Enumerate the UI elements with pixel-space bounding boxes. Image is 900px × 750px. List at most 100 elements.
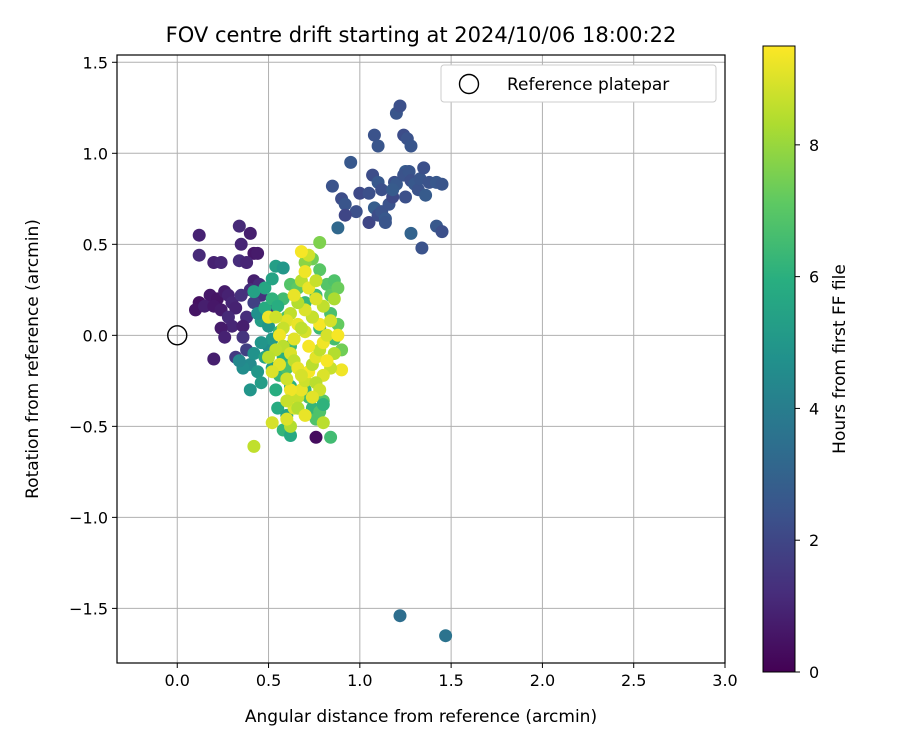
- data-point: [338, 208, 352, 222]
- colorbar-tick-label: 4: [809, 399, 819, 418]
- data-point: [269, 310, 283, 324]
- data-point: [324, 314, 338, 328]
- data-point: [367, 128, 381, 142]
- y-tick-label: −0.5: [69, 417, 108, 436]
- data-point: [344, 155, 358, 169]
- data-point: [435, 177, 449, 191]
- colorbar-ticks: 0 2 4 6 8: [795, 136, 819, 682]
- data-point: [229, 301, 243, 315]
- data-point: [294, 368, 308, 382]
- data-point: [232, 354, 246, 368]
- data-point: [247, 347, 261, 360]
- data-point: [225, 319, 239, 333]
- colorbar-label: Hours from first FF file: [830, 264, 850, 454]
- data-point: [232, 219, 246, 233]
- data-point: [419, 188, 433, 202]
- data-point: [265, 272, 279, 286]
- data-point: [320, 328, 334, 342]
- data-point: [262, 350, 275, 364]
- data-point: [393, 609, 407, 623]
- plot-frame: [116, 54, 726, 664]
- data-point: [234, 237, 248, 251]
- colorbar-gradient: [762, 45, 796, 673]
- data-point: [393, 99, 407, 113]
- data-point: [316, 416, 330, 430]
- colorbar-tick-label: 2: [809, 531, 819, 550]
- data-point: [305, 390, 319, 404]
- data-point: [313, 236, 327, 249]
- data-point: [218, 330, 232, 344]
- data-point: [386, 183, 400, 197]
- x-tick-label: 0.0: [165, 671, 190, 690]
- data-point: [247, 296, 261, 310]
- data-point: [247, 439, 261, 453]
- data-point: [234, 288, 248, 302]
- data-point: [207, 352, 221, 366]
- data-point: [258, 281, 272, 295]
- data-point: [294, 245, 308, 259]
- data-point: [335, 363, 349, 377]
- legend: Reference platepar: [440, 64, 717, 103]
- data-point: [287, 288, 301, 302]
- x-tick-label: 0.5: [256, 671, 281, 690]
- data-point: [243, 383, 257, 397]
- data-point: [298, 408, 312, 422]
- x-tick-label: 1.0: [347, 671, 372, 690]
- data-point: [353, 186, 367, 200]
- data-point: [439, 629, 453, 643]
- data-point: [313, 263, 327, 277]
- data-point: [271, 299, 285, 313]
- x-axis-ticks: 0.0 0.5 1.0 1.5 2.0 2.5 3.0: [165, 663, 738, 690]
- y-tick-label: 1.5: [83, 53, 108, 72]
- data-point: [362, 216, 376, 229]
- reference-marker-layer: [167, 325, 188, 346]
- colorbar-tick-label: 8: [809, 136, 819, 155]
- data-point: [417, 161, 431, 175]
- data-point: [284, 429, 297, 442]
- data-point: [294, 321, 308, 335]
- data-point: [298, 265, 312, 279]
- x-tick-label: 1.5: [438, 671, 463, 690]
- data-point: [375, 183, 389, 197]
- data-point: [192, 248, 206, 262]
- data-point: [327, 292, 341, 306]
- data-point: [404, 226, 418, 240]
- data-point: [399, 190, 412, 204]
- data-points: [189, 99, 453, 643]
- data-point: [371, 139, 385, 153]
- data-point: [236, 319, 250, 333]
- data-point: [325, 179, 339, 193]
- y-axis-label: Rotation from reference (arcmin): [23, 219, 43, 499]
- data-point: [251, 246, 265, 260]
- grid: [117, 55, 726, 663]
- data-point: [236, 330, 250, 344]
- data-point: [287, 332, 301, 346]
- x-tick-label: 2.0: [530, 671, 555, 690]
- legend-entry-reference: Reference platepar: [507, 75, 669, 95]
- data-point: [435, 225, 449, 239]
- legend-reference-marker: [458, 73, 480, 95]
- data-point: [349, 205, 363, 219]
- y-tick-label: −1.0: [69, 508, 108, 527]
- data-point: [254, 376, 268, 390]
- data-point: [362, 186, 376, 200]
- x-tick-label: 3.0: [712, 671, 737, 690]
- data-point: [280, 412, 294, 426]
- y-tick-label: 0.0: [83, 326, 108, 345]
- y-tick-label: 1.0: [83, 144, 108, 163]
- data-point: [378, 216, 392, 229]
- data-point: [262, 319, 275, 333]
- data-point: [271, 401, 285, 415]
- data-point: [265, 416, 279, 430]
- data-point: [302, 339, 316, 353]
- y-axis-ticks: −1.5 −1.0 −0.5 0.0 0.5 1.0 1.5: [69, 53, 117, 618]
- colorbar-tick-label: 6: [809, 268, 819, 287]
- data-point: [309, 274, 323, 288]
- data-point: [251, 365, 265, 379]
- legend-box: [440, 64, 717, 103]
- data-point: [243, 226, 257, 240]
- data-point: [198, 299, 212, 313]
- data-point: [415, 241, 429, 255]
- y-tick-label: 0.5: [83, 235, 108, 254]
- data-point: [254, 336, 268, 350]
